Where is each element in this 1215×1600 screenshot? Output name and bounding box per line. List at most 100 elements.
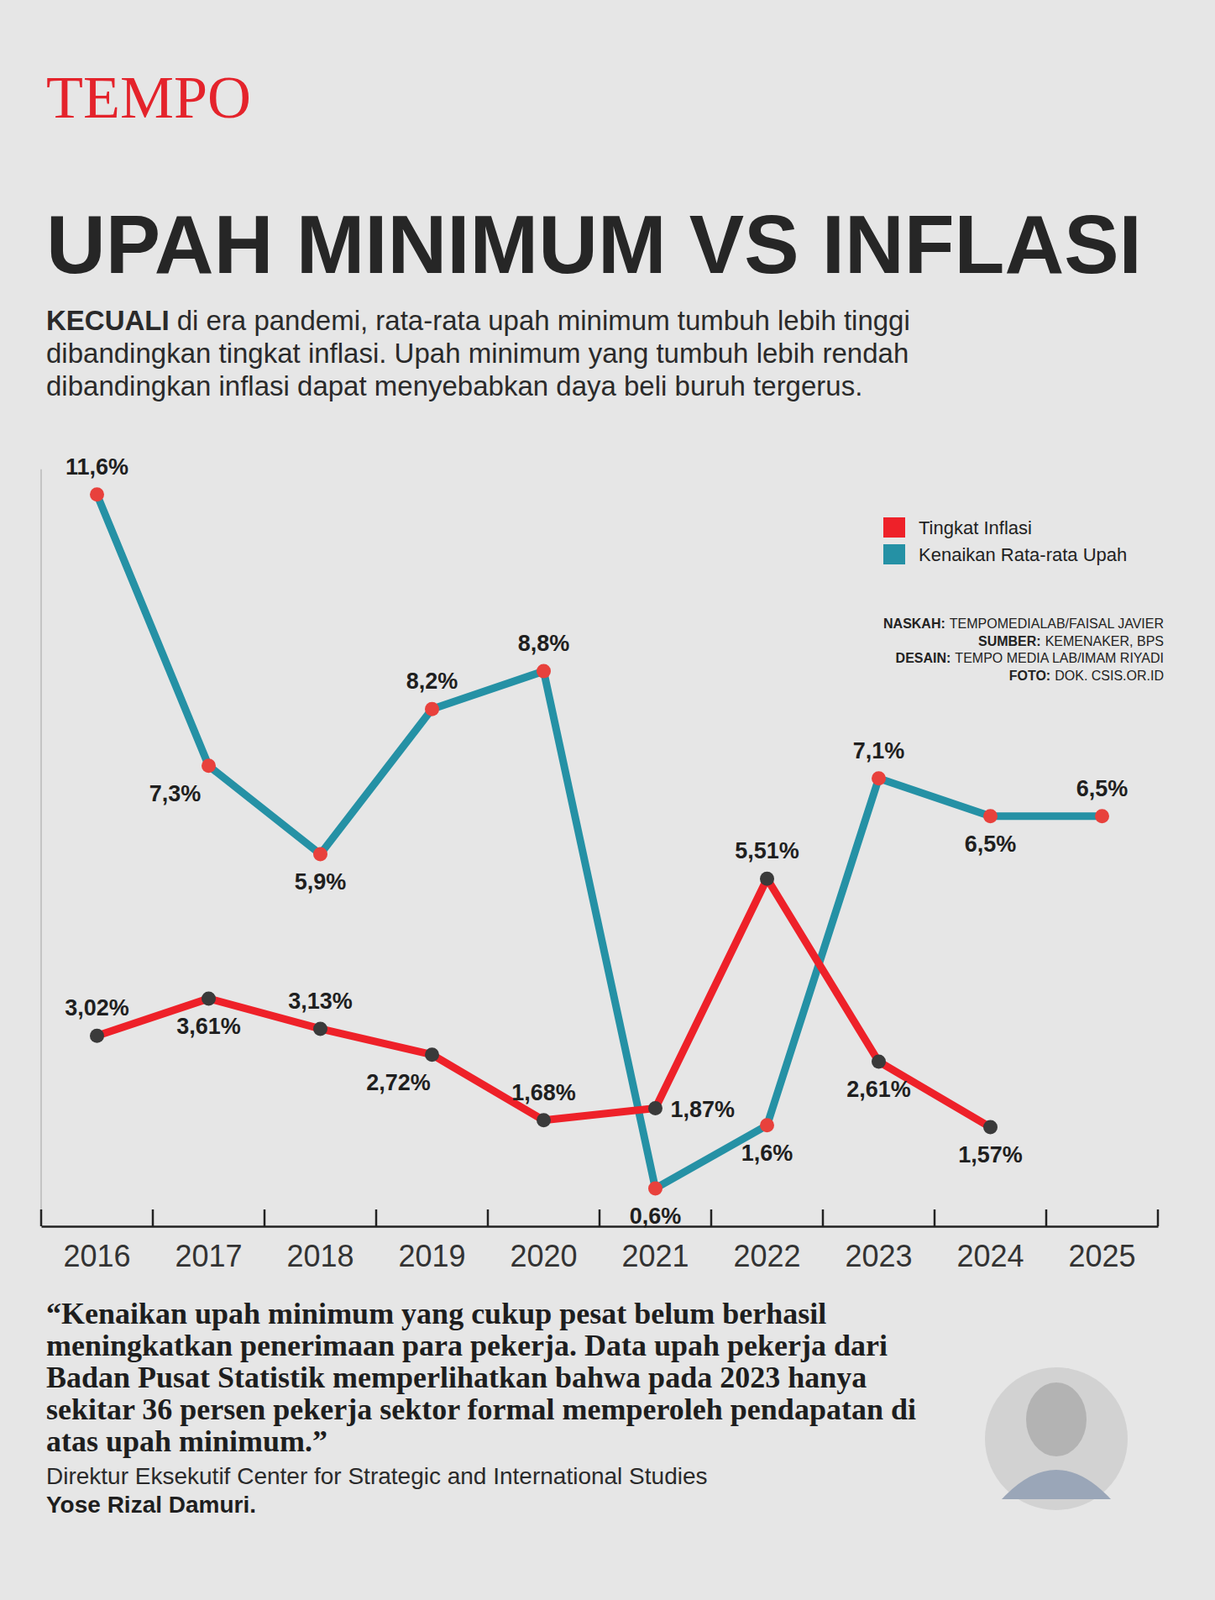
x-tick-label: 2019 [398, 1238, 466, 1273]
x-tick-label: 2024 [956, 1238, 1024, 1273]
credit-label: DESAIN: [895, 650, 952, 666]
data-label: 1,57% [958, 1141, 1023, 1168]
x-tick: 2019 [398, 1225, 466, 1273]
series-marker [648, 1100, 663, 1116]
data-label: 6,5% [964, 831, 1017, 857]
x-axis: 2016 2017 2018 2019 2020 2021 2022 2023 2024 2025 [41, 1225, 1159, 1273]
series-marker [313, 1021, 328, 1036]
series-line [97, 878, 991, 1127]
series-marker [201, 758, 216, 773]
data-label: 1,68% [511, 1079, 577, 1106]
credit-text: TEMPO MEDIA LAB/IMAM RIYADI [954, 650, 1164, 666]
chart-title: UPAH MINIMUM VS INFLASI [46, 198, 1142, 291]
x-tick: 2023 [844, 1225, 912, 1273]
x-tick-label: 2025 [1068, 1238, 1136, 1273]
series-marker [313, 846, 328, 861]
data-label: 11,6% [65, 454, 129, 480]
data-label: 7,1% [853, 738, 906, 764]
data-label: 2,61% [846, 1076, 912, 1102]
credit-label: FOTO: [1009, 668, 1051, 683]
x-tick: 2017 [174, 1225, 242, 1273]
x-tick: 2022 [733, 1225, 801, 1273]
series-marker [983, 808, 998, 823]
series-marker [1094, 808, 1110, 823]
x-tick: 2025 [1068, 1225, 1136, 1273]
series-marker [536, 1112, 551, 1127]
credit-line: DESAIN:TEMPO MEDIA LAB/IMAM RIYADI [895, 650, 1164, 666]
data-label: 3,61% [176, 1013, 241, 1039]
axis-divider [933, 1209, 937, 1226]
data-labels: 3,02% 3,61% 3,13% 2,72% 1,68% 1,87% 5,51% 2,61%… [64, 454, 1128, 1229]
credit-line: SUMBER:KEMENAKER, BPS [978, 633, 1164, 649]
axis-divider [598, 1209, 602, 1226]
legend-label: Tingkat Inflasi [918, 517, 1032, 539]
x-tick: 2020 [509, 1225, 577, 1273]
photo-circle [984, 1366, 1128, 1510]
series-marker [871, 1053, 886, 1069]
data-label: 2,72% [366, 1069, 431, 1095]
legend-swatch [883, 544, 906, 565]
data-label: 0,6% [629, 1203, 682, 1229]
x-tick-label: 2017 [174, 1238, 242, 1273]
data-label: 5,51% [734, 837, 800, 864]
x-tick-label: 2020 [509, 1238, 577, 1273]
x-tick-label: 2016 [62, 1238, 131, 1273]
series-marker [89, 1028, 105, 1043]
quote-text: “Kenaikan upah minimum yang cukup pesat … [46, 1297, 954, 1457]
data-label: 3,02% [64, 995, 130, 1021]
series-marker [424, 701, 440, 717]
quote-name: Yose Rizal Damuri. [46, 1490, 954, 1519]
series-marker [89, 487, 105, 502]
brand-logo: TEMPO [46, 63, 252, 131]
legend: Tingkat Inflasi Kenaikan Rata-rata Upah [883, 517, 1127, 566]
quote-role: Direktur Eksekutif Center for Strategic … [46, 1461, 954, 1491]
credit-label: NASKAH: [883, 616, 946, 631]
axis-divider [822, 1209, 825, 1226]
quote-box: “Kenaikan upah minimum yang cukup pesat … [46, 1297, 954, 1519]
series-marker [983, 1120, 998, 1135]
x-tick: 2024 [956, 1225, 1024, 1273]
x-tick: 2018 [286, 1225, 354, 1273]
credit-line: NASKAH:TEMPOMEDIALAB/FAISAL JAVIER [883, 616, 1164, 631]
x-tick: 2016 [62, 1225, 131, 1273]
series-marker [871, 770, 886, 786]
photo-placeholder [984, 1366, 1128, 1510]
data-label: 5,9% [294, 869, 347, 895]
axis-divider [375, 1209, 378, 1226]
credit-label: SUMBER: [978, 633, 1042, 649]
legend-swatch [883, 517, 906, 538]
legend-label: Kenaikan Rata-rata Upah [918, 544, 1127, 566]
subtitle-lead: KECUALI [46, 304, 170, 336]
legend-item: Tingkat Inflasi [883, 517, 1032, 539]
x-tick-label: 2018 [286, 1238, 354, 1273]
series-marker [648, 1180, 663, 1195]
axis-divider [487, 1209, 490, 1226]
x-tick-label: 2023 [844, 1238, 912, 1273]
data-label: 8,8% [518, 630, 571, 656]
plot-marks [89, 487, 1110, 1195]
axis-dividers [41, 1209, 1158, 1226]
photo-head [1026, 1382, 1087, 1456]
series-marker [759, 1117, 775, 1132]
y-axis-line [40, 469, 42, 1226]
data-label: 1,87% [670, 1096, 736, 1122]
credit-text: KEMENAKER, BPS [1045, 633, 1164, 649]
credits: NASKAH:TEMPOMEDIALAB/FAISAL JAVIER SUMBER… [883, 616, 1164, 683]
legend-item: Kenaikan Rata-rata Upah [883, 544, 1127, 566]
series-marker [201, 990, 216, 1006]
credit-text: DOK. CSIS.OR.ID [1054, 668, 1164, 683]
data-label: 8,2% [406, 668, 459, 694]
x-tick: 2021 [621, 1225, 689, 1273]
data-label: 3,13% [288, 988, 353, 1014]
axis-divider [1157, 1209, 1160, 1226]
axis-divider [1045, 1209, 1048, 1226]
axis-divider [710, 1209, 713, 1226]
series-marker [759, 871, 775, 886]
data-label: 6,5% [1076, 775, 1129, 802]
series-marker [424, 1047, 440, 1062]
axis-divider [263, 1209, 267, 1226]
photo-body [1001, 1469, 1111, 1499]
series-marker [536, 664, 551, 679]
data-label: 1,6% [741, 1140, 794, 1166]
axis-divider [151, 1209, 155, 1226]
